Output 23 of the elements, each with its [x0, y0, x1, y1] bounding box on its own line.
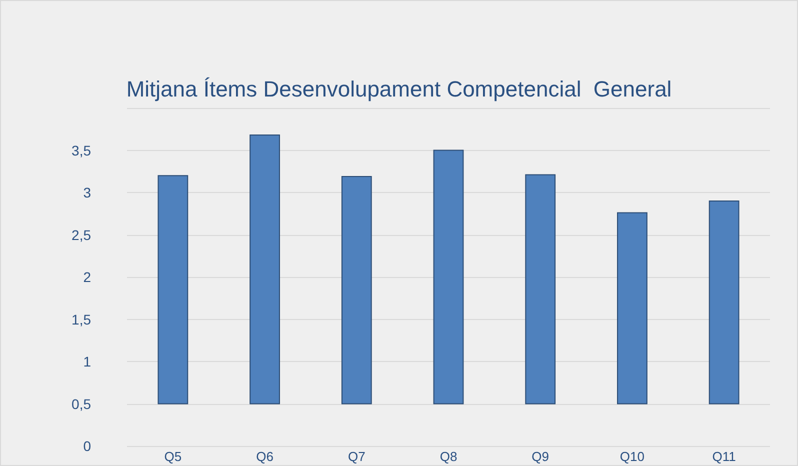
bar [250, 134, 280, 404]
x-tick-label: Q7 [348, 449, 366, 464]
y-tick-label: 3,5 [72, 142, 92, 158]
y-tick-label: 1 [83, 354, 92, 370]
bar [617, 212, 648, 404]
bar [341, 176, 372, 404]
bar [433, 150, 464, 404]
x-tick-label: Q11 [712, 449, 736, 464]
y-tick-label: 3 [83, 184, 92, 200]
x-tick-label: Q5 [164, 449, 182, 464]
bar [158, 175, 188, 404]
y-tick-label: 2 [83, 269, 92, 285]
x-tick-label: Q6 [256, 449, 274, 464]
chart-title: Mitjana Ítems Desenvolupament Competencial General [126, 76, 672, 102]
y-tick-label: 0 [83, 438, 92, 454]
bar [525, 174, 556, 404]
x-tick-label: Q10 [620, 449, 645, 464]
y-tick-label: 1,5 [72, 311, 92, 328]
x-tick-label: Q8 [440, 449, 458, 464]
y-tick-label: 2,5 [72, 226, 92, 243]
y-tick-label: 0,5 [72, 396, 92, 412]
x-tick-label: Q9 [532, 449, 550, 464]
bar [708, 200, 740, 404]
